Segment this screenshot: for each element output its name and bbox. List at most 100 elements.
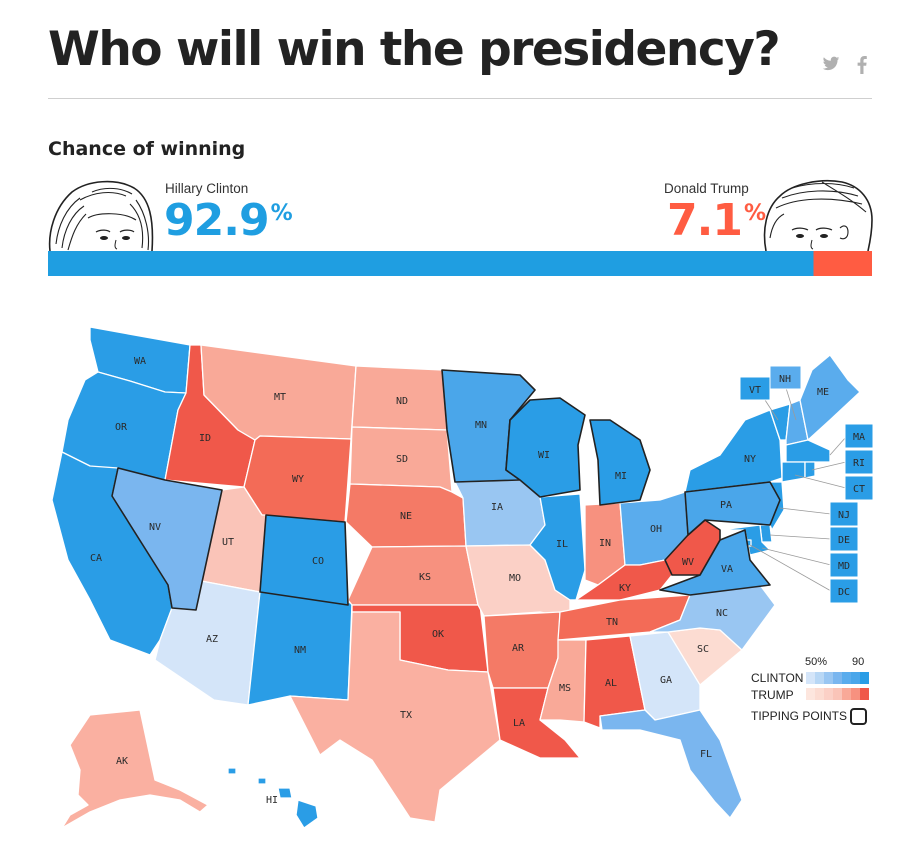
clinton-name: Hillary Clinton xyxy=(165,181,249,196)
state-fl[interactable] xyxy=(599,709,743,819)
state-il[interactable] xyxy=(529,493,586,601)
state-hi[interactable] xyxy=(227,767,319,829)
clinton-scale-swatch xyxy=(833,672,842,684)
clinton-scale-swatch xyxy=(806,672,815,684)
trump-chance: 7.1% xyxy=(667,195,766,247)
legend-clinton-label: CLINTON xyxy=(751,671,804,685)
state-co[interactable] xyxy=(259,514,349,606)
label-me: ME xyxy=(817,387,829,398)
label-nd: ND xyxy=(396,396,408,407)
label-ca: CA xyxy=(90,553,102,564)
state-ri[interactable] xyxy=(804,461,816,479)
box-nj xyxy=(829,501,859,527)
label-nm: NM xyxy=(294,645,306,656)
us-electoral-map: WA OR CA ID NV MT WY UT AZ CO NM ND SD N… xyxy=(51,326,874,829)
legend-low: 50% xyxy=(805,656,828,668)
label-ne: NE xyxy=(400,511,412,522)
box-nh xyxy=(769,365,802,390)
box-dc xyxy=(829,578,859,604)
label-nc: NC xyxy=(716,608,728,619)
clinton-chance: 92.9% xyxy=(164,195,293,247)
state-ak[interactable] xyxy=(61,709,209,829)
clinton-scale-swatch xyxy=(860,672,869,684)
label-fl: FL xyxy=(700,749,712,760)
label-ma: MA xyxy=(853,432,865,443)
label-nv: NV xyxy=(149,522,161,533)
header-divider xyxy=(48,98,872,99)
legend-clinton-scale xyxy=(806,672,869,684)
state-labels: WA OR CA ID NV MT WY UT AZ CO NM ND SD N… xyxy=(90,356,756,806)
legend-high: 90 xyxy=(852,656,865,668)
clinton-scale-swatch xyxy=(851,672,860,684)
trump-name: Donald Trump xyxy=(664,181,749,196)
state-ny[interactable] xyxy=(684,409,783,493)
clinton-scale-swatch xyxy=(842,672,851,684)
label-oh: OH xyxy=(650,524,662,535)
box-ma xyxy=(844,423,874,449)
clinton-percent-sign: % xyxy=(270,201,293,226)
trump-scale-swatch xyxy=(815,688,824,700)
label-wi: WI xyxy=(538,450,550,461)
state-me[interactable] xyxy=(799,354,861,441)
label-ak: AK xyxy=(116,756,128,767)
trump-chance-value: 7.1 xyxy=(667,195,743,246)
box-ri xyxy=(844,449,874,475)
state-nv[interactable] xyxy=(111,467,223,611)
legend-trump-scale xyxy=(806,688,869,700)
northeast-label-boxes: VT NH ME MA RI CT NJ DE MD DC xyxy=(739,365,874,604)
state-nc[interactable] xyxy=(649,584,776,651)
label-ia: IA xyxy=(491,502,503,513)
chance-heading: Chance of winning xyxy=(48,138,246,160)
page-title: Who will win the presidency? xyxy=(48,22,781,77)
clinton-chance-value: 92.9 xyxy=(164,195,270,246)
trump-portrait xyxy=(763,179,873,252)
state-ks[interactable] xyxy=(347,545,479,606)
label-sc: SC xyxy=(697,644,709,655)
label-dc: DC xyxy=(838,587,850,598)
state-ma[interactable] xyxy=(785,439,831,463)
label-ar: AR xyxy=(512,643,525,654)
label-mi: MI xyxy=(615,471,627,482)
label-or: OR xyxy=(115,422,128,433)
clinton-portrait xyxy=(48,180,154,252)
label-tn: TN xyxy=(606,617,618,628)
facebook-icon[interactable] xyxy=(857,56,867,74)
label-ga: GA xyxy=(660,675,672,686)
tipping-point-swatch xyxy=(850,708,867,725)
state-wi[interactable] xyxy=(505,397,586,498)
legend-trump-label: TRUMP xyxy=(751,688,794,702)
label-in: IN xyxy=(599,538,611,549)
trump-scale-swatch xyxy=(833,688,842,700)
clinton-bar-segment xyxy=(48,251,814,276)
trump-scale-swatch xyxy=(860,688,869,700)
label-ok: OK xyxy=(432,629,444,640)
label-nj: NJ xyxy=(838,510,850,521)
state-ct[interactable] xyxy=(781,461,806,483)
label-ky: KY xyxy=(619,583,631,594)
odds-bar xyxy=(48,251,872,276)
state-ky[interactable] xyxy=(569,559,673,601)
label-il: IL xyxy=(556,539,568,550)
label-wa: WA xyxy=(134,356,146,367)
trump-scale-swatch xyxy=(851,688,860,700)
state-pa[interactable] xyxy=(684,481,781,536)
state-mi[interactable] xyxy=(589,419,651,506)
clinton-scale-swatch xyxy=(824,672,833,684)
label-pa: PA xyxy=(720,500,732,511)
label-la: LA xyxy=(513,718,525,729)
label-nh: NH xyxy=(779,374,791,385)
northeast-callouts xyxy=(749,387,847,592)
label-va: VA xyxy=(721,564,733,575)
label-md: MD xyxy=(838,561,850,572)
label-hi: HI xyxy=(266,795,278,806)
clinton-scale-swatch xyxy=(815,672,824,684)
box-ct xyxy=(844,475,874,501)
legend-tipping-label: TIPPING POINTS xyxy=(751,709,848,723)
twitter-icon[interactable] xyxy=(822,56,840,72)
label-de: DE xyxy=(838,535,850,546)
label-wy: WY xyxy=(292,474,304,485)
label-ny: NY xyxy=(744,454,756,465)
state-tx[interactable] xyxy=(289,611,501,823)
label-wv: WV xyxy=(682,557,694,568)
label-vt: VT xyxy=(749,385,761,396)
